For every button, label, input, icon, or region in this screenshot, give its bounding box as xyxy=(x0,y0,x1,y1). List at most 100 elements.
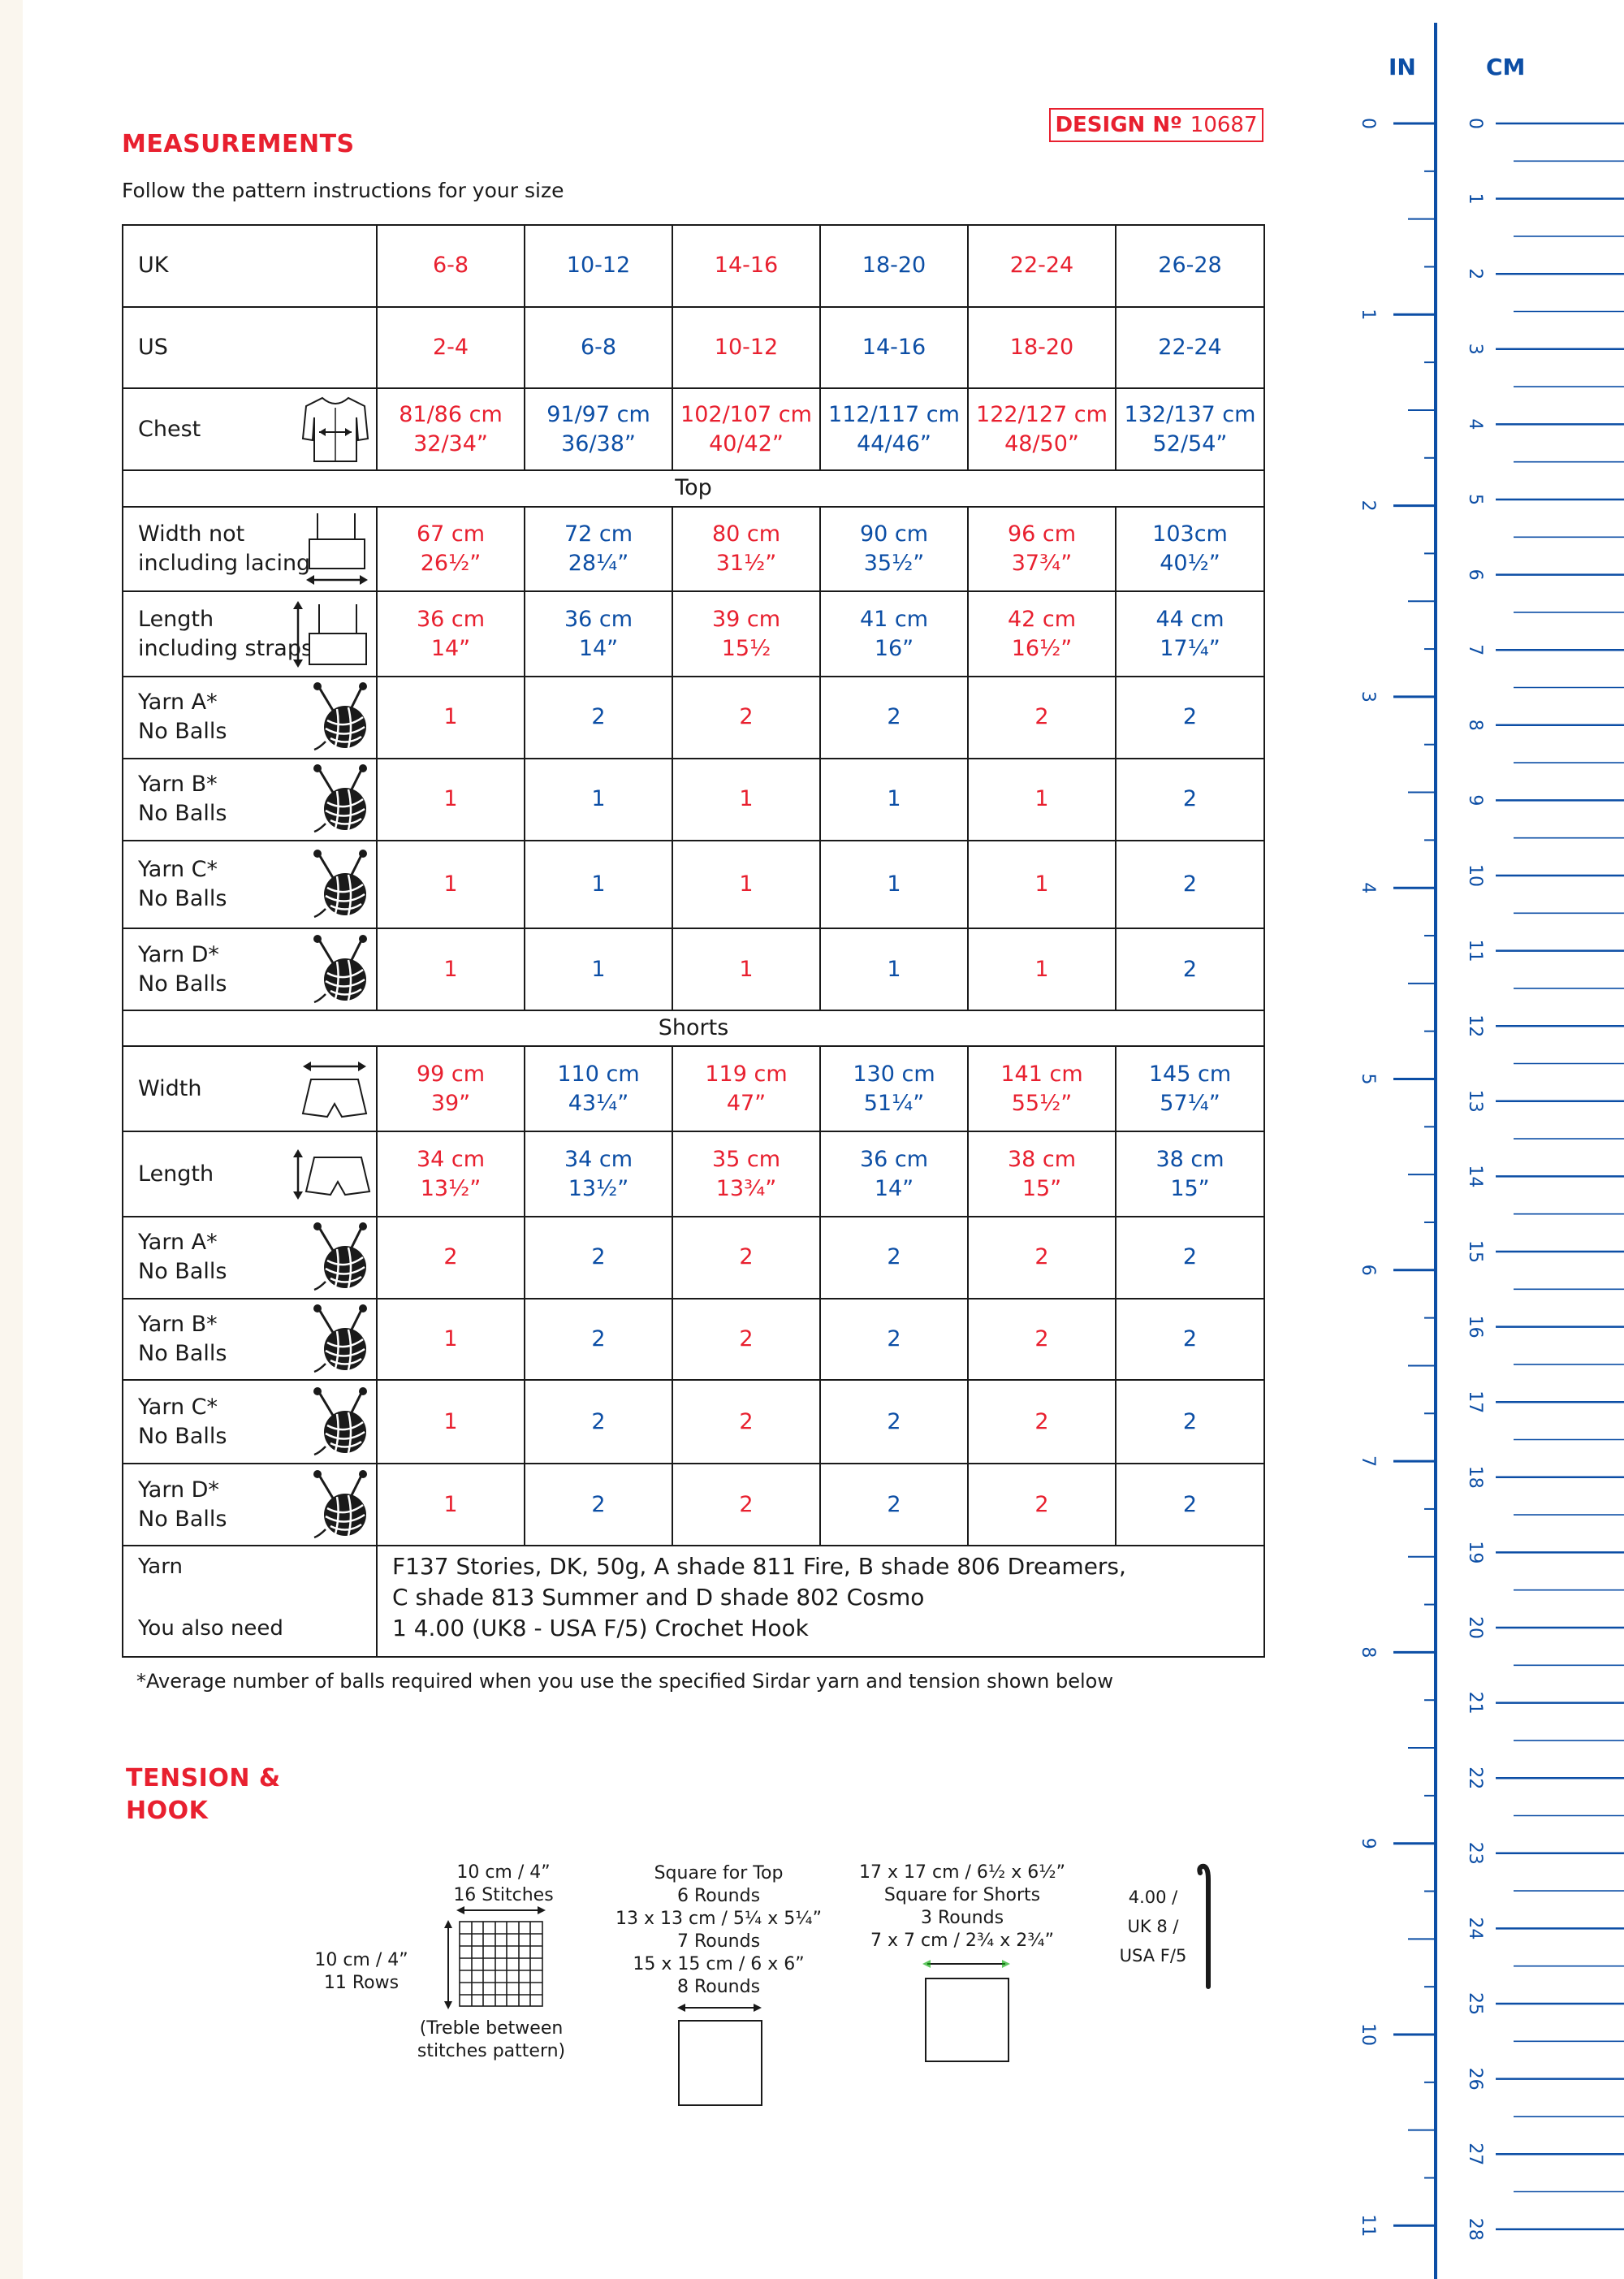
ruler-cm-label: 8 xyxy=(1465,720,1485,731)
row-label-yarn: Yarn D* xyxy=(138,941,219,967)
swatch-width-label: 10 cm / 4” 16 Stitches xyxy=(438,1862,568,1907)
ruler-inch-label: 6 xyxy=(1358,1265,1378,1276)
us-size: 2-4 xyxy=(376,305,525,390)
swatch-rows: 11 Rows xyxy=(323,1973,400,1993)
row-label-balls: No Balls xyxy=(138,1341,227,1367)
top-yarn-rows: Yarn A* No Balls 1 2 2 2 2 2 Yarn B* No Balls 1 1 1 1… xyxy=(122,676,1265,1012)
shorts-square-text: 17 x 17 cm / 6½ x 6½” Square for Shorts … xyxy=(844,1862,1080,1953)
yarn-description-2: C shade 813 Summer and D shade 802 Cosmo xyxy=(392,1583,925,1611)
ruler-inch-label: 10 xyxy=(1358,2023,1378,2046)
ruler-cm-label: 24 xyxy=(1465,1917,1485,1940)
top-width-in: 28¼” xyxy=(568,550,629,576)
design-number-box: DESIGN Nº 10687 xyxy=(1049,108,1263,142)
ruler-cm-label: 23 xyxy=(1465,1842,1485,1865)
ruler-cm-label: 7 xyxy=(1465,644,1485,655)
chest-cm: 102/107 cm xyxy=(680,401,812,427)
ball-count: 1 xyxy=(524,757,673,841)
ball-count: 2 xyxy=(1115,676,1265,759)
shorts-length-cm: 36 cm xyxy=(859,1146,929,1172)
ruler-inch-label: 5 xyxy=(1358,1074,1378,1085)
table-row-top-width: Width not including lacing 67 cm 26½” 72 … xyxy=(122,505,1265,593)
tension-title: TENSION & HOOK xyxy=(126,1762,281,1827)
top-length-icon xyxy=(293,600,367,668)
us-size: 18-20 xyxy=(967,305,1116,390)
yarn-ball-icon xyxy=(313,1469,367,1538)
row-label-chest: Chest xyxy=(138,416,201,442)
chest-in: 52/54” xyxy=(1152,430,1228,456)
hook-size-text: 4.00 / UK 8 / USA F/5 xyxy=(1104,1883,1202,1970)
ball-count: 2 xyxy=(819,1215,969,1300)
us-size: 14-16 xyxy=(819,305,969,390)
top-length-cm: 44 cm xyxy=(1155,606,1224,632)
shorts-length-in: 14” xyxy=(874,1175,914,1201)
ball-count: 1 xyxy=(672,839,821,930)
ruler-inch-label: 1 xyxy=(1358,309,1378,320)
top-width-icon xyxy=(306,512,368,585)
ball-count: 2 xyxy=(672,1215,821,1300)
ball-count: 2 xyxy=(672,1463,821,1546)
design-label: DESIGN Nº xyxy=(1055,113,1182,137)
ball-count: 1 xyxy=(672,928,821,1012)
section-label-top: Top xyxy=(122,469,1265,508)
yarn-ball-icon xyxy=(313,934,367,1003)
top-length-in: 14” xyxy=(430,635,471,661)
ruler-scale: 0123456789101101234567891011121314151617… xyxy=(1358,23,1624,2279)
ball-count: 2 xyxy=(524,1215,673,1300)
uk-size: 6-8 xyxy=(376,224,525,308)
row-label-shorts-width: Width xyxy=(138,1075,202,1101)
row-label-uk: UK xyxy=(122,224,378,308)
shorts-yarn-rows: Yarn A* No Balls 2 2 2 2 2 2 Yarn B* No Balls 1 2 2 2… xyxy=(122,1215,1265,1546)
ball-count: 1 xyxy=(524,839,673,930)
ruler-inch-label: 0 xyxy=(1358,118,1378,129)
row-label-balls: No Balls xyxy=(138,1506,227,1532)
shorts-width-cm: 130 cm xyxy=(853,1061,935,1087)
swatch-note: (Treble between stitches pattern) xyxy=(406,2017,577,2063)
section-label-shorts: Shorts xyxy=(122,1010,1265,1048)
shorts-length-in: 13½” xyxy=(420,1175,482,1201)
table-row-yarn: Yarn C* No Balls 1 1 1 1 1 2 xyxy=(122,839,1265,930)
row-label-top-length: Length xyxy=(138,606,214,632)
table-row-yarn: Yarn A* No Balls 2 2 2 2 2 2 xyxy=(122,1215,1265,1300)
us-size: 22-24 xyxy=(1115,305,1265,390)
page-edge xyxy=(0,0,23,2279)
top-length-cm: 42 cm xyxy=(1007,606,1077,632)
top-width-cm: 67 cm xyxy=(416,521,486,547)
ruler-cm-label: 20 xyxy=(1465,1616,1485,1639)
ruler-cm-label: 14 xyxy=(1465,1165,1485,1187)
cardigan-icon xyxy=(301,396,369,462)
row-label-balls: No Balls xyxy=(138,971,227,997)
ball-count: 2 xyxy=(967,1215,1116,1300)
measurements-title: MEASUREMENTS xyxy=(122,130,355,158)
section-row-top: Top xyxy=(122,469,1265,508)
tension-swatch-grid xyxy=(444,1906,546,2009)
ruler-inch-label: 3 xyxy=(1358,691,1378,703)
row-label-yarn: Yarn D* xyxy=(138,1477,219,1503)
ball-count: 2 xyxy=(967,1463,1116,1546)
ruler-cm-label: 25 xyxy=(1465,1992,1485,2015)
ball-count: 1 xyxy=(376,1463,525,1546)
ruler-cm-label: 6 xyxy=(1465,569,1485,581)
yarn-ball-icon xyxy=(313,682,367,751)
shorts-width-cm: 99 cm xyxy=(416,1061,486,1087)
chest-cm: 91/97 cm xyxy=(546,401,650,427)
ball-count: 1 xyxy=(376,757,525,841)
ruler-cm-label: 1 xyxy=(1465,193,1485,205)
ball-count: 2 xyxy=(1115,1379,1265,1465)
top-square-line: 8 Rounds xyxy=(676,1977,761,1997)
row-label-balls: No Balls xyxy=(138,1259,227,1285)
ball-count: 2 xyxy=(524,1297,673,1382)
yarn-ball-icon xyxy=(313,1386,367,1455)
ball-count: 1 xyxy=(376,1379,525,1465)
ruler-cm-label: 5 xyxy=(1465,494,1485,505)
row-label-yarn: Yarn B* xyxy=(138,1312,218,1338)
ball-count: 1 xyxy=(376,839,525,930)
ball-count: 2 xyxy=(819,1463,969,1546)
measuring-ruler: IN CM 0 1 2 3 4 5 6 7 8 9 10 11 0 1 2 3 4 5 6 7 8 9 10 11 12 13 14… xyxy=(1267,0,1624,2279)
ball-count: 2 xyxy=(1115,928,1265,1012)
top-length-in: 16” xyxy=(874,635,914,661)
uk-size: 10-12 xyxy=(524,224,673,308)
ball-count: 2 xyxy=(524,1463,673,1546)
ball-count: 2 xyxy=(967,1379,1116,1465)
top-length-cm: 41 cm xyxy=(859,606,929,632)
uk-size: 18-20 xyxy=(819,224,969,308)
